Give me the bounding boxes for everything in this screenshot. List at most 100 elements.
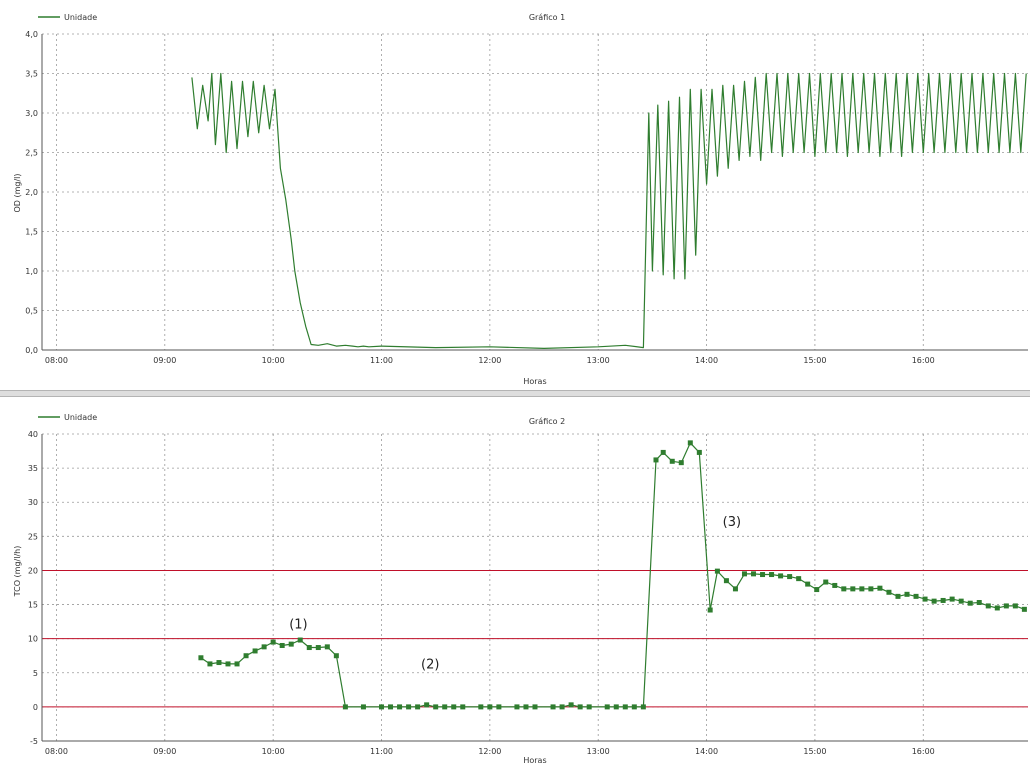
- data-point: [751, 571, 757, 577]
- data-point: [415, 704, 421, 710]
- chart-panel-2: 08:00 09:00 10:00 11:00 12:00 13:00 14:00 15:00…: [0, 397, 1030, 767]
- data-point: [433, 704, 439, 710]
- x-tick-label: 14:00: [695, 747, 718, 756]
- data-point: [207, 661, 213, 667]
- data-point: [707, 607, 713, 613]
- x-tick-label: 12:00: [478, 356, 501, 365]
- series-line: [191, 72, 1027, 349]
- data-point: [787, 574, 793, 580]
- chart-2-ticks: 08:00 09:00 10:00 11:00 12:00 13:00 14:00 15:00…: [28, 430, 935, 756]
- data-point: [640, 704, 646, 710]
- x-tick-label: 13:00: [587, 747, 610, 756]
- data-point: [913, 593, 919, 599]
- chart-2-grid: [42, 433, 1028, 741]
- data-point: [741, 571, 747, 577]
- data-point: [342, 704, 348, 710]
- y-tick-label: 0,0: [25, 346, 38, 355]
- y-tick-label: 4,0: [25, 30, 38, 39]
- data-point: [660, 449, 666, 455]
- x-tick-label: 08:00: [45, 356, 68, 365]
- data-point: [622, 704, 628, 710]
- data-point: [958, 598, 964, 604]
- data-point: [841, 586, 847, 592]
- chart-1-y-axis-label: OD (mg/l): [13, 173, 22, 212]
- data-point: [324, 644, 330, 650]
- data-point: [559, 704, 565, 710]
- chart-1-x-axis-label: Horas: [523, 377, 546, 386]
- data-point: [306, 645, 312, 651]
- annotation-label: (3): [723, 515, 741, 530]
- data-point: [451, 704, 457, 710]
- x-tick-label: 14:00: [695, 356, 718, 365]
- x-tick-label: 09:00: [153, 356, 176, 365]
- data-point: [832, 582, 838, 588]
- data-point: [805, 581, 811, 587]
- x-tick-label: 10:00: [262, 356, 285, 365]
- data-point: [859, 586, 865, 592]
- data-point: [297, 637, 303, 643]
- chart-1-ticks: 08:00 09:00 10:00 11:00 12:00 13:00 14:00 15:00…: [25, 30, 935, 365]
- panel-separator[interactable]: [0, 390, 1030, 397]
- data-point: [270, 639, 276, 645]
- y-tick-label: 40: [28, 430, 38, 439]
- data-point: [678, 460, 684, 466]
- y-tick-label: 15: [28, 601, 38, 610]
- x-tick-label: 11:00: [370, 356, 393, 365]
- data-point: [631, 704, 637, 710]
- data-point: [198, 655, 204, 661]
- data-point: [514, 704, 520, 710]
- y-tick-label: 0,5: [25, 307, 38, 316]
- data-point: [796, 576, 802, 582]
- x-tick-label: 15:00: [803, 356, 826, 365]
- chart-2-x-axis-label: Horas: [523, 756, 546, 765]
- annotation-label: (1): [289, 617, 307, 632]
- data-point: [523, 704, 529, 710]
- chart-2: 08:00 09:00 10:00 11:00 12:00 13:00 14:00 15:00…: [13, 413, 1028, 765]
- data-point: [904, 591, 910, 597]
- annotation-label: (2): [421, 658, 439, 673]
- data-point: [949, 596, 955, 602]
- data-point: [586, 704, 592, 710]
- y-tick-label: 30: [28, 498, 38, 507]
- data-point: [252, 648, 258, 654]
- chart-1-legend: Unidade: [38, 13, 97, 22]
- data-point: [388, 704, 394, 710]
- series-line: [200, 442, 1025, 708]
- data-point: [550, 704, 556, 710]
- chart-1-title: Gráfico 1: [529, 13, 565, 22]
- y-tick-label: 10: [28, 635, 38, 644]
- chart-1-axes: [41, 34, 1028, 351]
- data-point: [496, 704, 502, 710]
- data-point: [234, 661, 240, 667]
- data-point: [967, 600, 973, 606]
- data-point: [994, 605, 1000, 611]
- y-tick-label: 2,5: [25, 149, 38, 158]
- x-tick-label: 12:00: [478, 747, 501, 756]
- y-tick-label: 5: [33, 669, 38, 678]
- data-point: [1012, 603, 1018, 609]
- data-point: [723, 578, 729, 584]
- data-point: [442, 704, 448, 710]
- data-point: [922, 596, 928, 602]
- x-tick-label: 10:00: [262, 747, 285, 756]
- data-point: [613, 704, 619, 710]
- data-point: [732, 586, 738, 592]
- chart-2-axes: [41, 434, 1028, 742]
- x-tick-label: 16:00: [912, 747, 935, 756]
- data-point: [261, 644, 267, 650]
- data-point: [333, 653, 339, 659]
- data-point: [360, 704, 366, 710]
- data-point: [985, 603, 991, 609]
- data-point: [279, 642, 285, 648]
- data-point: [379, 704, 385, 710]
- data-point: [487, 704, 493, 710]
- data-point: [814, 587, 820, 593]
- data-point: [532, 704, 538, 710]
- y-tick-label: 1,5: [25, 228, 38, 237]
- data-point: [225, 661, 231, 667]
- y-tick-label: 35: [28, 464, 38, 473]
- data-point: [478, 704, 484, 710]
- data-point: [931, 598, 937, 604]
- data-point: [288, 641, 294, 647]
- y-tick-label: 0: [33, 703, 38, 712]
